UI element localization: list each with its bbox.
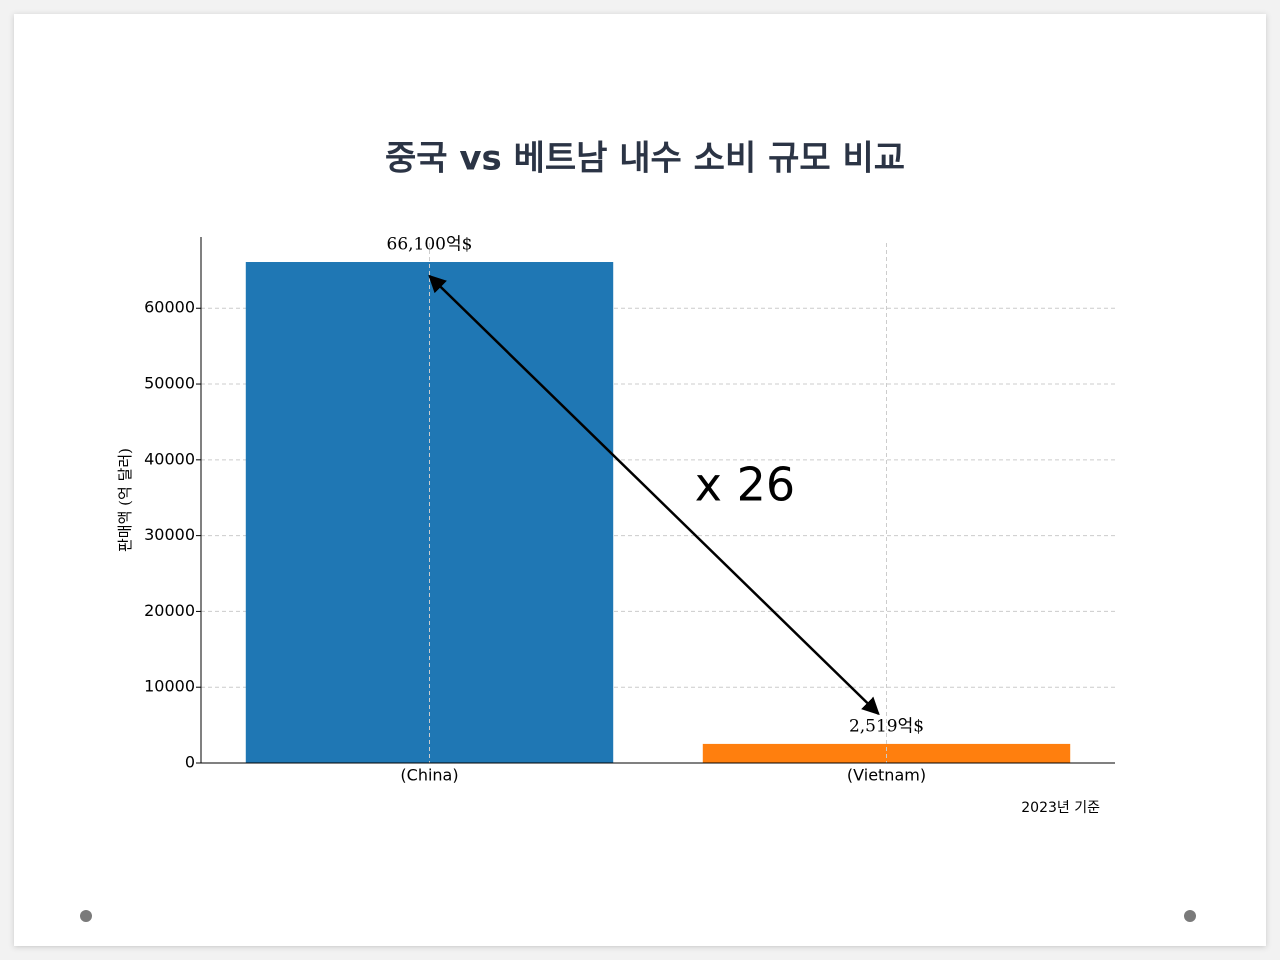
annotation: x 26 [695,458,795,512]
value-label: 2,519억$ [849,716,924,736]
x-tick-label: (China) [400,766,458,785]
bar [702,743,1071,763]
note: 2023년 기준 [1021,800,1100,816]
y-tick-label: 30000 [144,525,195,544]
x-tick-label: (Vietnam) [847,766,926,785]
value-label: 66,100억$ [387,235,473,255]
y-tick-label: 50000 [144,374,195,393]
y-tick-label: 40000 [144,449,195,468]
slide-dot [80,910,92,922]
y-tick-label: 20000 [144,601,195,620]
chart-title: 중국 vs 베트남 내수 소비 규모 비교 [385,139,905,179]
slide-dot [1184,910,1196,922]
y-tick-label: 10000 [144,677,195,696]
arrow [428,274,880,716]
y-axis-label: 판매액 (억 달러) [116,448,134,552]
y-tick-label: 60000 [144,298,195,317]
y-tick-label: 0 [185,753,195,772]
